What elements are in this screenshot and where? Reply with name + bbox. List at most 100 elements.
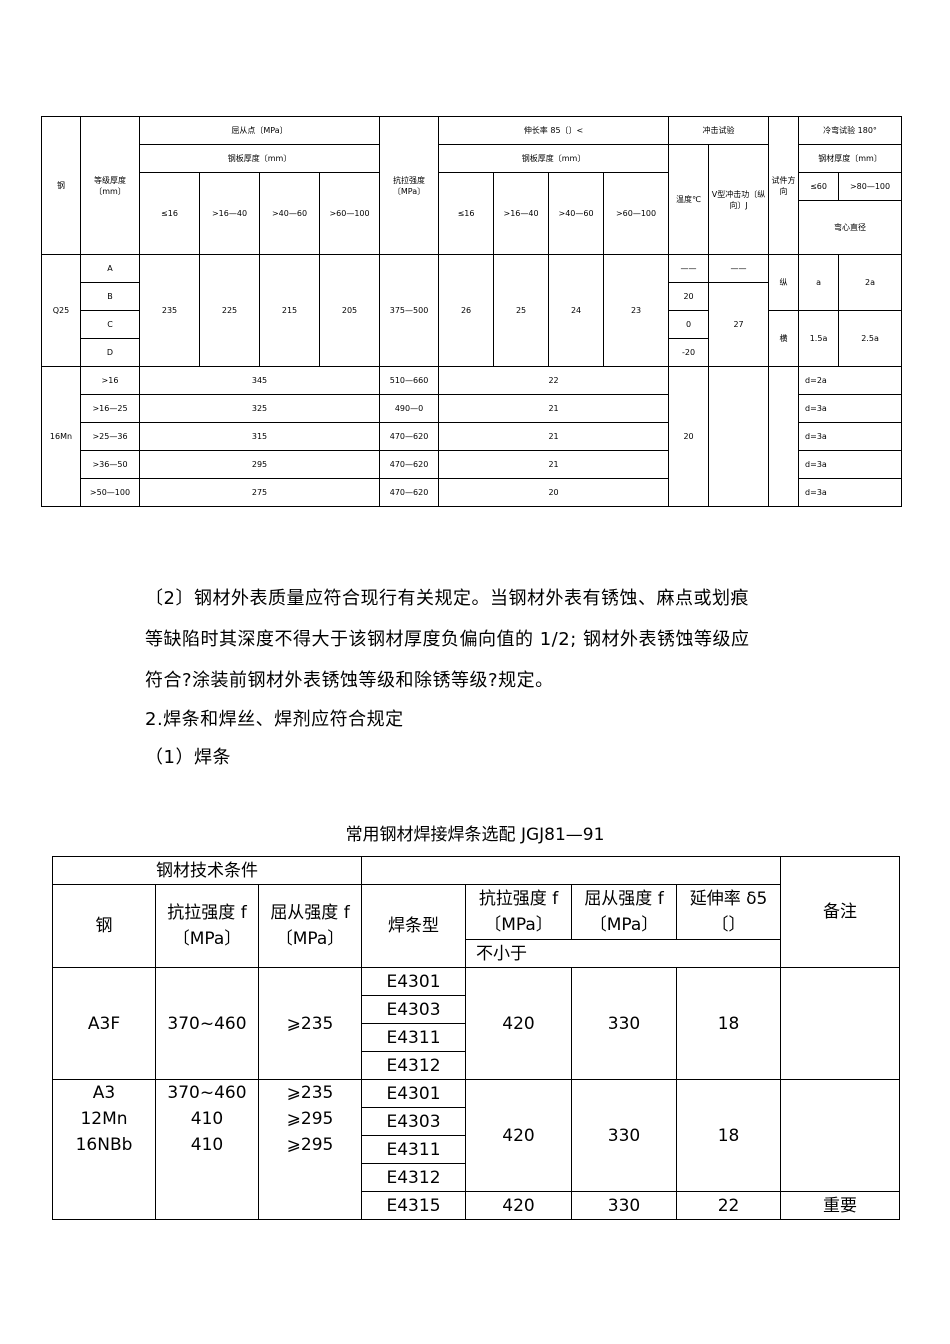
electrode-type: E4301 <box>361 967 467 996</box>
header-min: 不小于 <box>465 939 782 968</box>
tensile-cell: 370~460 <box>155 967 259 1080</box>
header-plate-thickness: 钢板厚度〔mm〕 <box>138 144 381 173</box>
paragraph-line: 符合?涂装前钢材外表锈蚀等级和除锈等级?规定。 <box>145 670 554 691</box>
elong-cell: 22 <box>438 366 670 395</box>
yield-value: ⩾295 <box>286 1135 334 1155</box>
bend-cell: a <box>798 254 840 311</box>
yield-cell: 205 <box>318 254 381 367</box>
note <box>780 967 901 1080</box>
header-thickness: >40—60 <box>259 172 320 255</box>
yield-value: ⩾235 <box>286 1083 334 1103</box>
elong-cell: 26 <box>438 254 495 367</box>
header-electrode-yield: 屈从强度 f〔MPa〕 <box>571 884 678 940</box>
electrode-tensile: 420 <box>465 1079 573 1192</box>
bend-cell: 1.5a <box>798 310 840 367</box>
header-note: 备注 <box>780 856 901 968</box>
steel-cell: A3 12Mn 16NBb <box>52 1079 156 1220</box>
note <box>780 1079 901 1192</box>
thickness-cell: >16 <box>80 366 140 395</box>
thickness-cell: >16—25 <box>80 394 140 423</box>
header-yield: 屈从强度 f〔MPa〕 <box>257 884 363 968</box>
header-thickness: >60—100 <box>603 172 670 255</box>
paragraph-line: 〔2〕钢材外表质量应符合现行有关规定。当钢材外表有锈蚀、麻点或划痕 <box>145 588 749 609</box>
header-mandrel: 弯心直径 <box>798 200 903 255</box>
yield-cell: 345 <box>138 366 381 395</box>
header-steel: 钢 <box>52 884 156 968</box>
header-direction: 试件方向 <box>768 116 800 255</box>
yield-cell: 225 <box>199 254 260 367</box>
header-steel: 钢 <box>41 116 81 255</box>
header-blank <box>361 856 782 885</box>
paragraph-line: 等缺陷时其深度不得大于该钢材厚度负偏向值的 1/2; 钢材外表锈蚀等级应 <box>145 629 750 650</box>
tensile-cell: 470—620 <box>379 478 440 507</box>
header-thickness: >40—60 <box>548 172 605 255</box>
tensile-cell: 375—500 <box>379 254 440 367</box>
electrode-type: E4311 <box>361 1023 467 1052</box>
header-steel-conditions: 钢材技术条件 <box>51 856 363 885</box>
steel-properties-table: 钢 等级厚度〔mm〕 屈从点〔MPa〕 抗拉强度〔MPa〕 伸长率 85〔〕< … <box>41 116 903 507</box>
header-yield: 屈从点〔MPa〕 <box>138 116 381 145</box>
elong-cell: 23 <box>603 254 670 367</box>
electrode-selection-table: 钢材技术条件 备注 钢 抗拉强度 f〔MPa〕 屈从强度 f〔MPa〕 焊条型 … <box>51 856 901 1220</box>
grade: B <box>80 282 140 311</box>
temp-cell: —— <box>668 254 710 283</box>
bend-cell: 2.5a <box>838 310 903 367</box>
thickness-cell: >50—100 <box>80 478 140 507</box>
v-cell: —— <box>708 254 770 283</box>
electrode-type: E4303 <box>361 1107 467 1136</box>
header-tensile: 抗拉强度〔MPa〕 <box>379 116 440 255</box>
elong-cell: 21 <box>438 422 670 451</box>
direction-cell: 横 <box>768 310 800 367</box>
header-electrode-type: 焊条型 <box>361 884 467 968</box>
subsection-heading: （1）焊条 <box>145 747 231 768</box>
header-impact: 冲击试验 <box>668 116 770 145</box>
steel-q25: Q25 <box>41 254 81 367</box>
yield-cell: ⩾235 ⩾295 ⩾295 <box>257 1079 363 1220</box>
tensile-value: 410 <box>190 1109 224 1129</box>
header-thickness: ≤16 <box>438 172 495 255</box>
header-grade: 等级厚度〔mm〕 <box>80 116 140 255</box>
header-thickness: >60—100 <box>318 172 381 255</box>
tensile-cell: 470—620 <box>379 422 440 451</box>
elong-cell: 21 <box>438 450 670 479</box>
elong-cell: 20 <box>438 478 670 507</box>
bend-cell: 2a <box>838 254 903 311</box>
bend-cell: d=2a <box>798 366 903 395</box>
temp-cell: 20 <box>668 366 710 507</box>
electrode-type: E4303 <box>361 995 467 1024</box>
elongation: 18 <box>676 1079 782 1192</box>
electrode-type: E4315 <box>361 1191 467 1220</box>
electrode-yield: 330 <box>571 1191 678 1220</box>
electrode-type: E4311 <box>361 1135 467 1164</box>
elongation: 18 <box>676 967 782 1080</box>
temp-cell: 20 <box>668 282 710 311</box>
electrode-yield: 330 <box>571 1079 678 1192</box>
header-elongation: 伸长率 85〔〕< <box>438 116 670 145</box>
yield-cell: 235 <box>139 254 200 367</box>
header-thickness: >16—40 <box>199 172 260 255</box>
elong-cell: 25 <box>493 254 550 367</box>
tensile-cell: 470—620 <box>379 450 440 479</box>
grade: A <box>80 254 140 283</box>
grade: D <box>80 338 140 367</box>
electrode-type: E4312 <box>361 1051 467 1080</box>
steel-name: 12Mn <box>80 1109 128 1129</box>
elongation: 22 <box>676 1191 782 1220</box>
tensile-cell: 370~460 410 410 <box>155 1079 259 1220</box>
header-bend-t2: >80—100 <box>838 172 903 201</box>
yield-cell: ⩾235 <box>257 967 363 1080</box>
steel-name: A3 <box>92 1083 116 1103</box>
electrode-tensile: 420 <box>465 967 573 1080</box>
yield-cell: 295 <box>138 450 381 479</box>
tensile-cell: 490—0 <box>379 394 440 423</box>
elong-cell: 21 <box>438 394 670 423</box>
tensile-value: 410 <box>190 1135 224 1155</box>
yield-cell: 325 <box>138 394 381 423</box>
steel-16mn: 16Mn <box>41 366 81 507</box>
temp-cell: -20 <box>668 338 710 367</box>
header-bend-t1: ≤60 <box>798 172 840 201</box>
yield-cell: 275 <box>138 478 381 507</box>
header-electrode-tensile: 抗拉强度 f〔MPa〕 <box>465 884 573 940</box>
bend-cell: d=3a <box>798 478 903 507</box>
elong-cell: 24 <box>548 254 605 367</box>
